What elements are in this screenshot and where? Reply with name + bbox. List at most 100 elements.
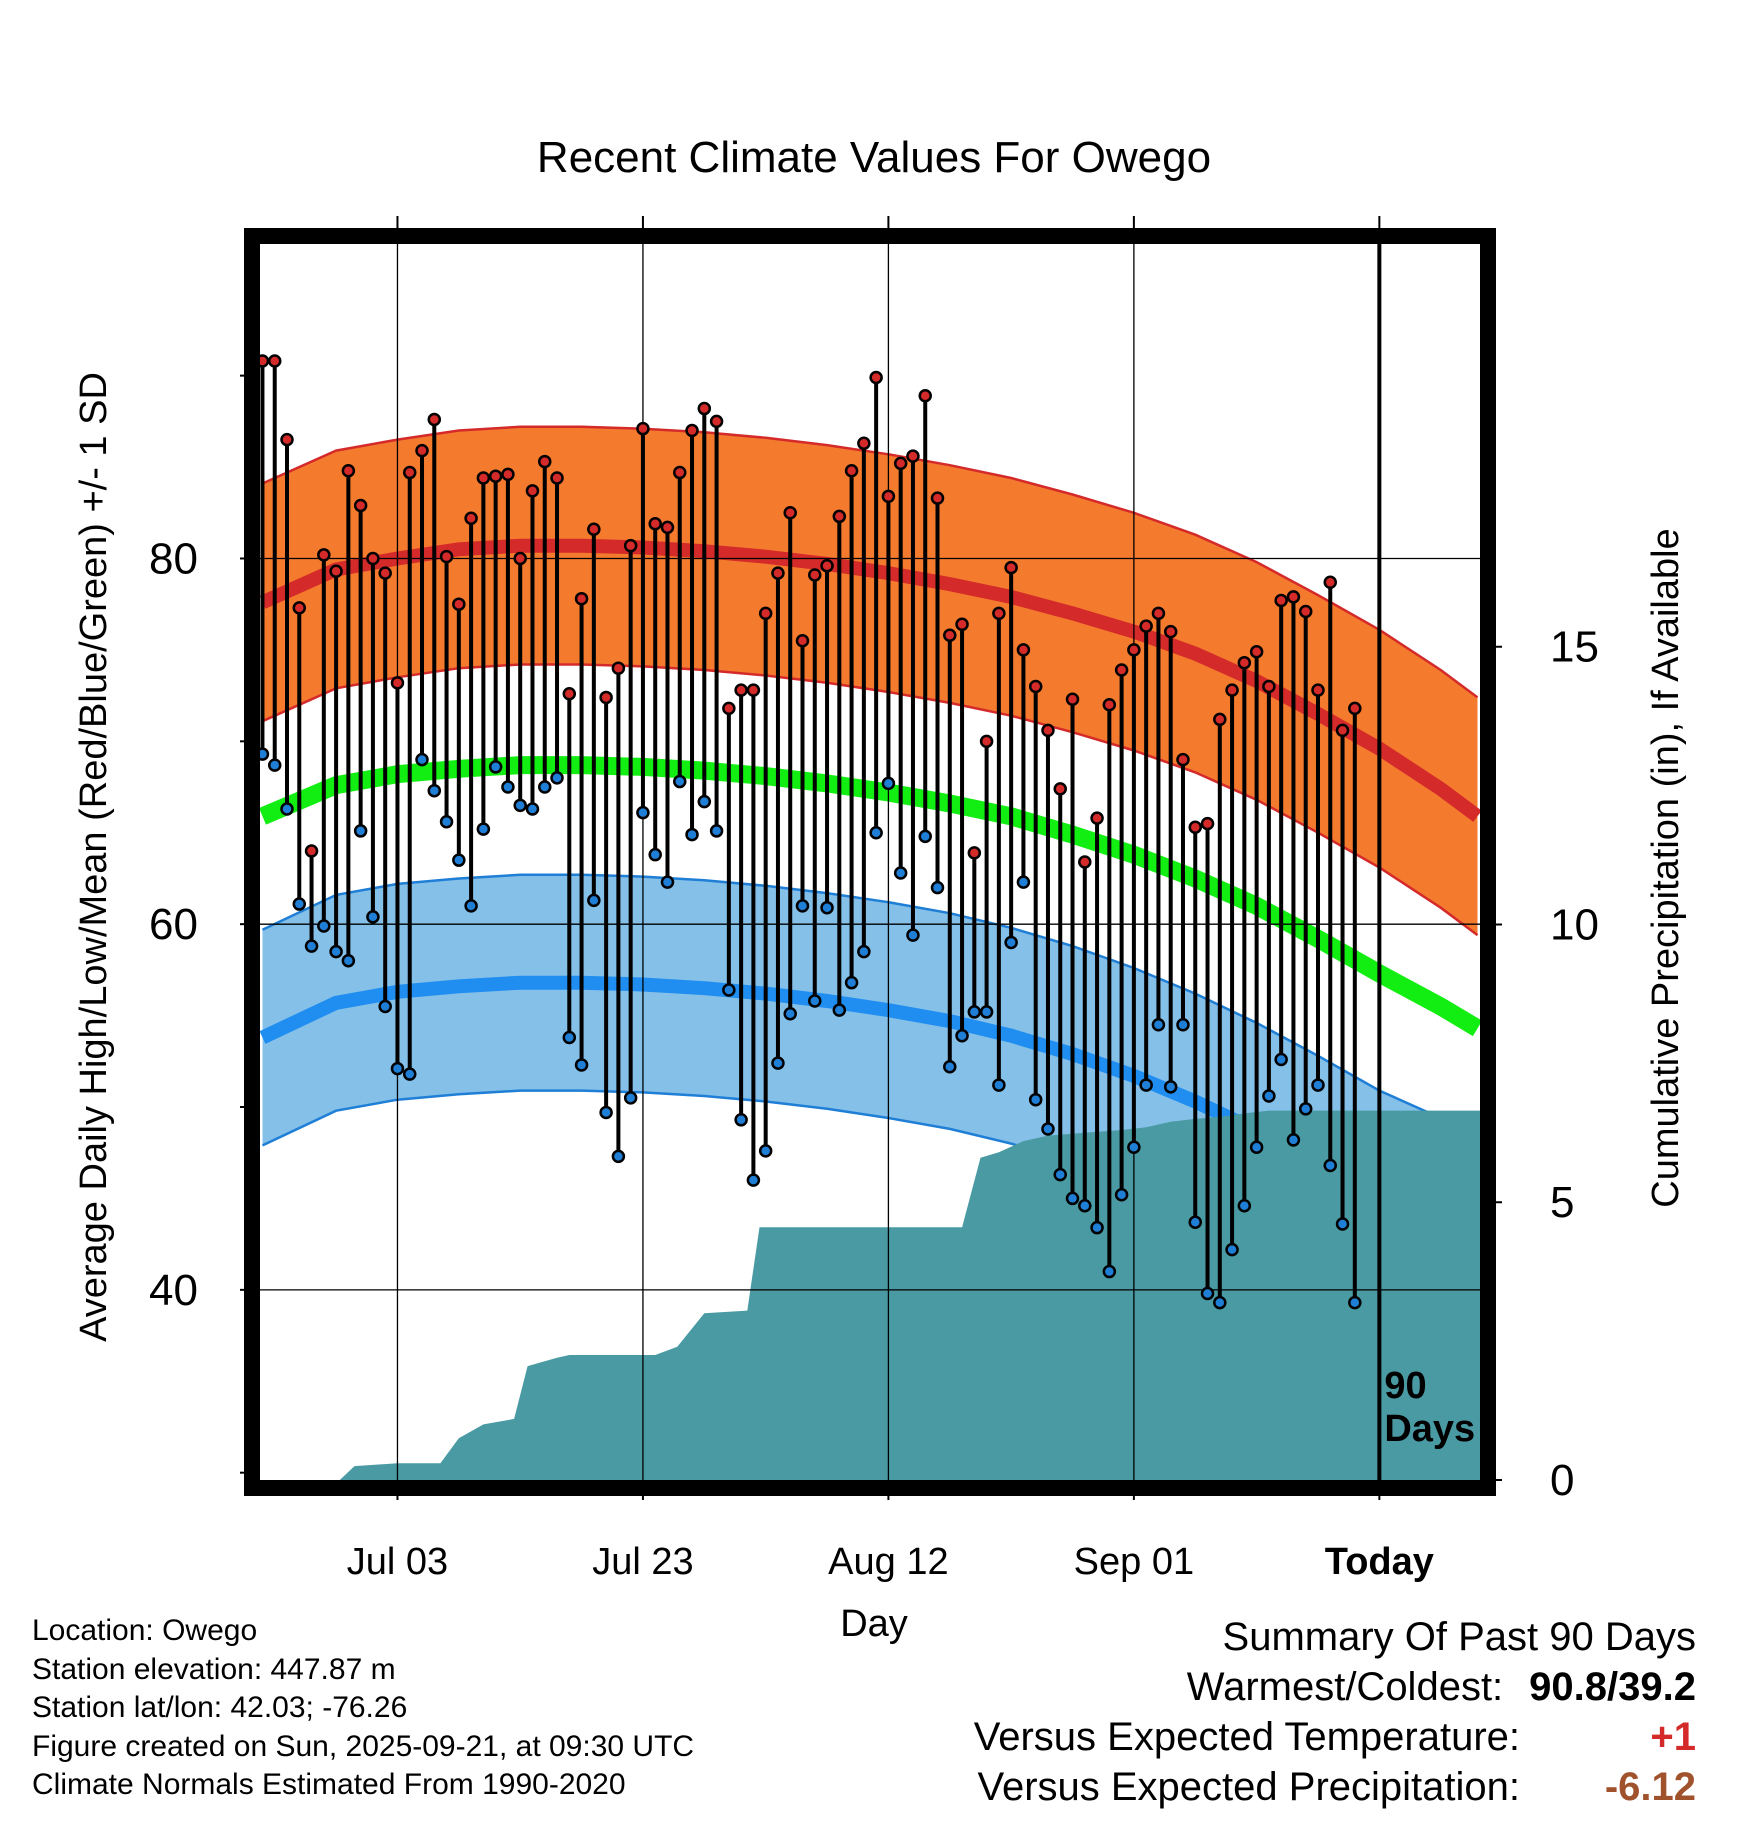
high-point (918, 389, 932, 403)
low-point (1114, 1188, 1129, 1202)
low-point (783, 1007, 797, 1021)
high-point (304, 844, 319, 858)
low-point (1335, 1217, 1350, 1231)
x-tick-label: Jul 23 (592, 1541, 693, 1583)
precip-value: -6.12 (1604, 1765, 1696, 1809)
daily-points (255, 354, 1362, 1310)
today-days-label: Days (1384, 1408, 1475, 1450)
low-point (673, 774, 687, 789)
high-point (1225, 683, 1239, 697)
high-point (353, 498, 368, 513)
low-point (1176, 1017, 1190, 1032)
y-tick-label: 40 (149, 1266, 198, 1315)
low-point (353, 824, 368, 838)
high-point (1323, 575, 1338, 590)
high-point (709, 414, 724, 429)
low-point (513, 798, 527, 813)
low-point (918, 829, 932, 844)
low-point (1225, 1242, 1239, 1257)
high-point (366, 551, 380, 566)
high-point (525, 484, 540, 498)
high-point (869, 370, 883, 385)
low-point (660, 875, 675, 889)
y2-tick-label: 0 (1550, 1456, 1574, 1505)
x-tick-label: Today (1325, 1541, 1434, 1583)
high-point (734, 683, 748, 697)
low-point (648, 847, 662, 862)
low-point (1090, 1220, 1104, 1235)
low-point (329, 944, 343, 959)
low-point (832, 1003, 847, 1017)
low-point (317, 919, 331, 933)
low-point (857, 944, 871, 959)
low-point (292, 897, 307, 911)
high-point (1348, 701, 1362, 716)
low-point (1127, 1140, 1141, 1154)
high-point (1090, 811, 1104, 825)
low-point (1188, 1215, 1203, 1229)
low-point (709, 824, 724, 838)
high-point (1335, 723, 1350, 738)
high-point (1200, 816, 1215, 831)
precip-label: Versus Expected Precipitation: (977, 1765, 1520, 1809)
low-point (1139, 1078, 1153, 1092)
low-point (881, 776, 896, 791)
high-point (930, 491, 945, 505)
high-point (1078, 855, 1092, 869)
high-point (587, 522, 601, 536)
high-point (378, 566, 392, 580)
high-point (758, 606, 773, 621)
high-point (1188, 820, 1203, 835)
high-point (746, 683, 761, 697)
high-point (317, 548, 331, 562)
high-point (648, 516, 662, 531)
latlon-text: Station lat/lon: 42.03; -76.26 (32, 1691, 408, 1724)
high-point (292, 601, 307, 615)
low-point (758, 1144, 773, 1158)
low-point (906, 928, 920, 942)
low-point (1200, 1286, 1215, 1301)
low-point (439, 815, 454, 829)
station-info: Location: Owego Station elevation: 447.8… (32, 1612, 694, 1805)
x-tick-label: Jul 03 (347, 1541, 448, 1583)
low-point (537, 780, 552, 794)
y-axis-label: Average Daily High/Low/Mean (Red/Blue/Gr… (73, 372, 115, 1342)
low-point (1102, 1264, 1117, 1279)
low-point (1311, 1078, 1325, 1092)
high-point (1262, 679, 1276, 694)
low-point (1262, 1089, 1276, 1103)
high-point (1163, 624, 1178, 639)
high-point (820, 559, 834, 573)
high-point (402, 465, 417, 480)
high-point (967, 846, 982, 860)
summary-precip: Versus Expected Precipitation: -6.12 (974, 1762, 1696, 1812)
low-point (525, 802, 540, 816)
low-point (746, 1173, 761, 1187)
low-point (808, 994, 822, 1008)
y2-tick-label: 10 (1550, 900, 1599, 949)
low-point (943, 1060, 957, 1074)
low-point (967, 1005, 982, 1019)
high-point (267, 354, 282, 368)
plot-border (244, 228, 1496, 1496)
high-point (562, 687, 577, 701)
high-point (501, 467, 515, 482)
high-point (660, 520, 675, 535)
high-point (574, 591, 589, 606)
high-point (844, 463, 859, 478)
high-point (599, 690, 613, 705)
high-point (881, 489, 896, 504)
low-point (611, 1149, 626, 1164)
low-point (697, 794, 712, 809)
high-point (341, 463, 356, 478)
x-tick-label: Sep 01 (1074, 1541, 1194, 1583)
location-text: Location: Owego (32, 1614, 258, 1647)
low-point (1348, 1295, 1362, 1310)
today-days-label: 90 (1384, 1365, 1426, 1407)
y2-tick-label: 5 (1550, 1178, 1574, 1227)
low-point (574, 1058, 589, 1072)
summary-panel: Summary Of Past 90 Days Warmest/Coldest:… (974, 1612, 1696, 1812)
low-point (1249, 1140, 1264, 1154)
low-point (1298, 1102, 1313, 1116)
